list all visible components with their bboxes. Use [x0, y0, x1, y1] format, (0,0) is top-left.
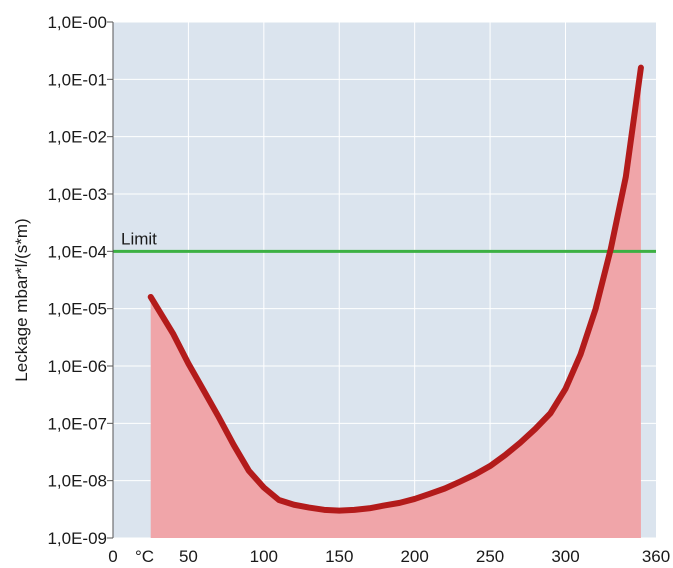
x-tick-label: 100: [250, 547, 278, 566]
data-point: [442, 486, 448, 492]
data-point: [148, 294, 154, 300]
y-tick-label: 1,0E-08: [47, 472, 107, 491]
limit-label: Limit: [121, 229, 157, 248]
x-tick-label: 50: [179, 547, 198, 566]
data-point: [170, 331, 176, 337]
data-point: [638, 65, 644, 71]
data-point: [216, 414, 222, 420]
data-point: [231, 442, 237, 448]
leakage-curve: [147, 64, 644, 514]
data-point: [412, 496, 418, 502]
data-point: [336, 508, 342, 514]
data-point: [517, 440, 523, 446]
data-point: [306, 505, 312, 511]
y-axis-title: Leckage mbar*l/(s*m): [12, 218, 31, 381]
data-point: [487, 463, 493, 469]
x-unit-label: °C: [135, 547, 154, 566]
data-point: [276, 497, 282, 503]
y-tick-label: 1,0E-07: [47, 414, 107, 433]
data-point: [366, 505, 372, 511]
y-axis-ticks: 1,0E-09 1,0E-08 1,0E-07 1,0E-06 1,0E-05 1,0E-…: [47, 13, 113, 548]
y-tick-label: 1,0E-02: [47, 128, 107, 147]
y-tick-label: 1,0E-09: [47, 529, 107, 548]
x-tick-label: 150: [325, 547, 353, 566]
data-point: [502, 452, 508, 458]
leakage-area-fill: [150, 67, 641, 538]
data-point: [608, 246, 614, 252]
y-tick-label: 1,0E-06: [47, 357, 107, 376]
data-point: [427, 491, 433, 497]
data-point: [397, 500, 403, 506]
y-tick-label: 1,0E-00: [47, 13, 107, 32]
data-point: [547, 410, 553, 416]
data-point: [261, 485, 267, 491]
data-point: [185, 361, 191, 367]
data-point: [291, 502, 297, 508]
data-point: [623, 174, 629, 180]
y-tick-label: 1,0E-03: [47, 185, 107, 204]
x-axis-ticks: 0 50 100 150 200 250 300 360: [108, 547, 670, 566]
x-tick-label: 200: [400, 547, 428, 566]
data-point: [457, 479, 463, 485]
y-tick-label: 1,0E-04: [47, 242, 107, 261]
data-point: [472, 472, 478, 478]
data-point: [246, 468, 252, 474]
y-tick-label: 1,0E-05: [47, 300, 107, 319]
x-tick-label: 360: [642, 547, 670, 566]
x-tick-label: 250: [476, 547, 504, 566]
data-point: [593, 306, 599, 312]
data-point: [351, 507, 357, 513]
data-point: [532, 426, 538, 432]
y-tick-label: 1,0E-01: [47, 70, 107, 89]
data-point: [563, 386, 569, 392]
data-point: [201, 387, 207, 393]
data-point: [578, 351, 584, 357]
x-tick-label: 0: [108, 547, 117, 566]
x-tick-label: 300: [551, 547, 579, 566]
data-point: [382, 502, 388, 508]
data-point: [321, 507, 327, 513]
